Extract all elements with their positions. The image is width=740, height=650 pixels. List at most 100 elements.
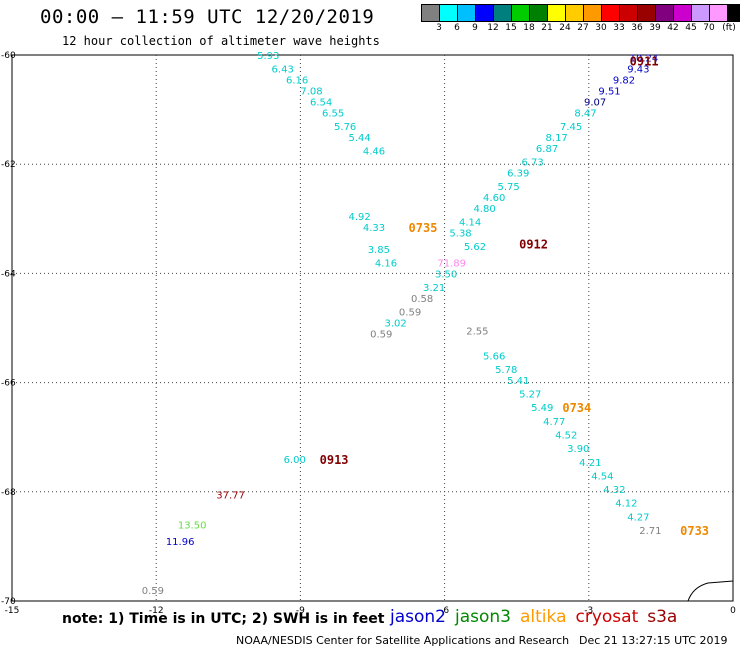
- wave-height-label: 9.07: [584, 97, 606, 108]
- y-tick-label: -64: [1, 269, 16, 279]
- wave-height-label: 3.02: [385, 319, 407, 330]
- footer-timestamp: Dec 21 13:27:15 UTC 2019: [579, 634, 728, 647]
- color-scale-label: 39: [649, 23, 661, 33]
- x-tick-label: 0: [730, 606, 736, 616]
- color-scale-label: 6: [454, 23, 460, 33]
- page-subtitle: 12 hour collection of altimeter wave hei…: [62, 34, 380, 48]
- y-tick-label: -66: [1, 379, 16, 389]
- color-scale-label: 18: [523, 23, 535, 33]
- coastline: [687, 580, 734, 602]
- wave-height-label: 4.52: [555, 430, 577, 441]
- wave-height-label: 3.85: [368, 245, 390, 256]
- color-swatch: [512, 5, 530, 21]
- color-scale-label: 12: [487, 23, 499, 33]
- pass-time-label: 0913: [320, 453, 349, 467]
- note-text: note: 1) Time is in UTC; 2) SWH is in fe…: [62, 611, 385, 627]
- color-swatch: [422, 5, 440, 21]
- wave-height-label: 6.16: [286, 76, 308, 87]
- wave-height-label: 5.78: [495, 365, 517, 376]
- wave-height-label: 7.45: [560, 122, 582, 133]
- color-swatch: [710, 5, 728, 21]
- wave-height-label: 11.96: [166, 537, 195, 548]
- color-swatch: [494, 5, 512, 21]
- color-scale-bar: [421, 4, 740, 22]
- wave-height-label: 13.50: [178, 521, 207, 532]
- color-swatch: [674, 5, 692, 21]
- satellite-legend-item: altika: [520, 607, 567, 627]
- pass-time-label: 0911: [630, 54, 659, 68]
- color-swatch: [458, 5, 476, 21]
- wave-height-label: 9.51: [598, 86, 620, 97]
- wave-height-label: 6.55: [322, 108, 344, 119]
- color-swatch: [638, 5, 656, 21]
- wave-height-label: 8.17: [546, 133, 568, 144]
- wave-height-label: 2.55: [466, 327, 488, 338]
- pass-time-label: 0734: [562, 401, 591, 415]
- wave-height-label: 4.12: [615, 499, 637, 510]
- wave-height-label: 4.33: [363, 223, 385, 234]
- page-title: 00:00 – 11:59 UTC 12/20/2019: [40, 6, 375, 28]
- color-swatch: [656, 5, 674, 21]
- y-tick-label: -68: [1, 488, 16, 498]
- y-tick-label: -60: [1, 51, 16, 61]
- wave-height-label: 5.44: [348, 133, 370, 144]
- wave-height-label: 7.08: [300, 86, 322, 97]
- color-scale-label: 36: [631, 23, 643, 33]
- color-swatch: [620, 5, 638, 21]
- wave-height-label: 4.46: [363, 147, 385, 158]
- wave-height-label: 4.60: [483, 193, 505, 204]
- color-scale-label: 30: [595, 23, 607, 33]
- wave-height-label: 4.32: [603, 485, 625, 496]
- wave-height-label: 6.43: [272, 65, 294, 76]
- wave-height-label: 6.54: [310, 97, 332, 108]
- color-scale-label: 42: [667, 23, 679, 33]
- x-tick-label: -9: [296, 606, 305, 616]
- color-scale-label: 27: [577, 23, 589, 33]
- wave-height-label: 4.21: [579, 458, 601, 469]
- color-swatch: [440, 5, 458, 21]
- wave-height-label: 9.82: [613, 76, 635, 87]
- color-scale-unit: (ft): [722, 23, 736, 33]
- x-tick-label: -15: [5, 606, 20, 616]
- satellite-legend-item: s3a: [647, 607, 678, 627]
- wave-height-label: 0.58: [411, 294, 433, 305]
- wave-height-label: 5.49: [531, 403, 553, 414]
- satellite-legend: jason2 jason3 altika cryosat s3a: [390, 607, 686, 627]
- wave-height-label: 8.47: [574, 108, 596, 119]
- wave-height-label: 37.77: [216, 491, 245, 502]
- wave-height-label: 3.21: [423, 283, 445, 294]
- color-swatch: [476, 5, 494, 21]
- wave-height-label: 4.27: [627, 512, 649, 523]
- wave-height-label: 5.93: [257, 51, 279, 62]
- color-scale-label: 9: [472, 23, 478, 33]
- wave-height-label: 71.89: [437, 258, 466, 269]
- wave-height-label: 4.14: [459, 218, 481, 229]
- satellite-legend-item: jason3: [455, 607, 511, 627]
- color-swatch: [602, 5, 620, 21]
- color-scale-label: 70: [703, 23, 715, 33]
- wave-height-label: 6.87: [536, 144, 558, 155]
- y-tick-label: -70: [1, 597, 16, 607]
- y-tick-label: -62: [1, 160, 16, 170]
- wave-height-label: 6.73: [522, 157, 544, 168]
- color-scale-label: 24: [559, 23, 571, 33]
- wave-height-label: 4.16: [375, 258, 397, 269]
- wave-height-label: 5.76: [334, 122, 356, 133]
- wave-height-label: 4.80: [473, 204, 495, 215]
- wave-height-label: 0.59: [370, 329, 392, 340]
- x-tick-label: -12: [149, 606, 164, 616]
- color-scale-label: 33: [613, 23, 625, 33]
- x-tick-label: -3: [584, 606, 593, 616]
- color-swatch: [692, 5, 710, 21]
- pass-time-label: 0735: [409, 221, 438, 235]
- pass-time-label: 0912: [519, 237, 548, 251]
- color-swatch: [548, 5, 566, 21]
- color-swatch: [728, 5, 740, 21]
- wave-height-label: 4.54: [591, 471, 613, 482]
- color-swatch: [584, 5, 602, 21]
- color-scale-label: 45: [685, 23, 697, 33]
- wave-height-label: 10.24: [630, 54, 659, 65]
- wave-height-label: 2.71: [639, 526, 661, 537]
- wave-height-label: 5.41: [507, 376, 529, 387]
